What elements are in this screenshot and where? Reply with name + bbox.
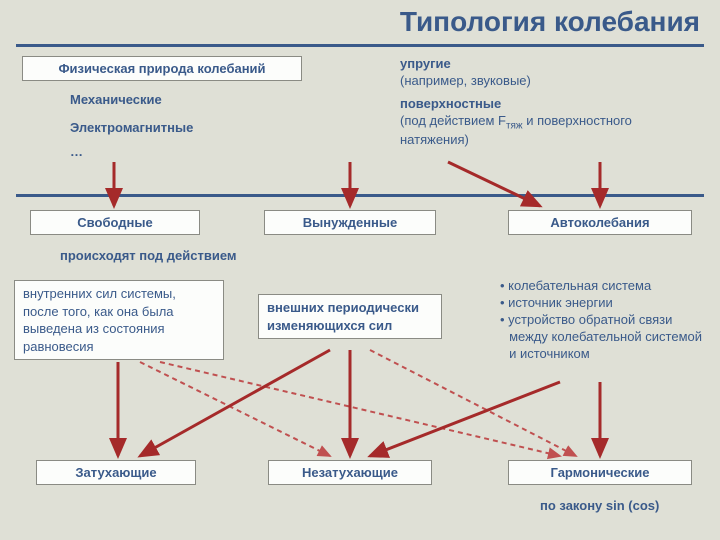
- bullet-1: колебательная система: [508, 278, 651, 293]
- text-surface-n1: (под действием F: [400, 113, 506, 128]
- box-harmonic: Гармонические: [508, 460, 692, 485]
- text-surface-bold: поверхностные: [400, 96, 501, 111]
- divider-top: [16, 44, 704, 47]
- text-ellipsis: …: [70, 144, 83, 159]
- divider-mid: [16, 194, 704, 197]
- page-title: Типология колебания: [400, 6, 700, 38]
- box-physical-nature: Физическая природа колебаний: [22, 56, 302, 81]
- text-internal-b: внутренних сил системы: [23, 286, 172, 301]
- text-mechanical: Механические: [70, 92, 162, 107]
- text-surface-sub: тяж: [506, 120, 523, 131]
- text-elastic-bold: упругие: [400, 56, 451, 71]
- box-free: Свободные: [30, 210, 200, 235]
- bullet-2: источник энергии: [508, 295, 613, 310]
- bullet-list: • колебательная система • источник энерг…: [500, 278, 710, 362]
- box-auto: Автоколебания: [508, 210, 692, 235]
- text-elastic-note: (например, звуковые): [400, 73, 531, 88]
- box-forced: Вынужденные: [264, 210, 436, 235]
- text-surface: поверхностные (под действием Fтяж и пове…: [400, 96, 700, 149]
- text-elastic: упругие (например, звуковые): [400, 56, 700, 90]
- text-electromagnetic: Электромагнитные: [70, 120, 193, 135]
- box-external: внешних периодически изменяющихся сил: [258, 294, 442, 339]
- box-internal: внутренних сил системы, после того, как …: [14, 280, 224, 360]
- box-damped: Затухающие: [36, 460, 196, 485]
- bullet-3: устройство обратной связи между колебате…: [508, 312, 702, 361]
- box-undamped: Незатухающие: [268, 460, 432, 485]
- text-law: по закону sin (cos): [540, 498, 659, 513]
- text-under-action: происходят под действием: [60, 248, 237, 263]
